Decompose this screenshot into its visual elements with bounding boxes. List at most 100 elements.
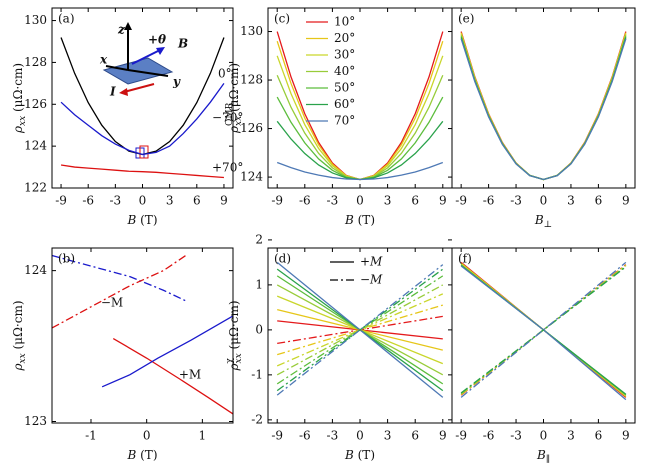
label-part: ρ bbox=[227, 363, 241, 371]
legend-label: +M bbox=[360, 255, 383, 269]
inset-label: x bbox=[99, 53, 108, 67]
data-line bbox=[51, 254, 186, 302]
data-line bbox=[276, 55, 444, 181]
x-tick-label: 6 bbox=[595, 429, 603, 443]
y-tick-label: 126 bbox=[240, 121, 263, 135]
y-tick-label: 124 bbox=[240, 170, 263, 184]
axes-frame bbox=[267, 7, 453, 189]
x-axis bbox=[105, 65, 129, 71]
x-tick-label: 6 bbox=[411, 429, 419, 443]
axis-label: ρxx (μΩ·cm) bbox=[11, 63, 28, 134]
x-tick-label: -6 bbox=[483, 194, 495, 208]
label-part: B bbox=[126, 448, 136, 462]
legend-label: 70° bbox=[334, 114, 355, 128]
axis-label: B∥ bbox=[536, 448, 550, 465]
x-tick-label: -3 bbox=[327, 194, 339, 208]
b-arrow bbox=[131, 49, 161, 65]
y-tick-label: -2 bbox=[251, 412, 263, 426]
y-axis bbox=[127, 69, 169, 77]
x-tick-label: 1 bbox=[199, 429, 207, 443]
x-tick-label: -1 bbox=[85, 429, 97, 443]
x-tick-label: -3 bbox=[109, 194, 121, 208]
label-part: ρ bbox=[11, 126, 25, 134]
axes-frame bbox=[451, 247, 636, 424]
legend-label: 40° bbox=[334, 64, 355, 78]
data-line bbox=[276, 31, 444, 181]
legend-label: 20° bbox=[334, 31, 355, 45]
x-tick-label: 0 bbox=[143, 429, 151, 443]
label-part: xx bbox=[18, 353, 28, 363]
data-line bbox=[276, 293, 444, 367]
x-tick-label: 6 bbox=[411, 194, 419, 208]
label-part: xx bbox=[234, 353, 244, 363]
y-tick-label: -1 bbox=[251, 367, 263, 381]
axis-label: B (T) bbox=[126, 448, 157, 462]
label-part: xx bbox=[234, 116, 244, 126]
panel-label: (c) bbox=[274, 12, 290, 26]
x-tick-label: 3 bbox=[567, 429, 575, 443]
x-tick-label: 0 bbox=[139, 194, 147, 208]
y-tick-label: 123 bbox=[24, 414, 47, 428]
y-tick-label: 124 bbox=[24, 139, 47, 153]
data-line bbox=[60, 164, 224, 179]
x-tick-label: 0 bbox=[356, 429, 364, 443]
legend-label: −M bbox=[360, 273, 383, 287]
annotation: 0° bbox=[218, 67, 232, 81]
label-part: B bbox=[126, 213, 136, 227]
label-part: ρ bbox=[227, 126, 241, 134]
axes-frame bbox=[51, 7, 234, 189]
panel-label: (d) bbox=[274, 252, 291, 266]
label-part: B bbox=[344, 448, 354, 462]
inset-label: +θ bbox=[148, 33, 166, 47]
label-part: (μΩ·cm) bbox=[11, 63, 25, 116]
x-tick-label: -6 bbox=[82, 194, 94, 208]
data-line bbox=[60, 82, 225, 156]
x-tick-label: -9 bbox=[55, 194, 67, 208]
axes-frame bbox=[51, 247, 234, 424]
y-tick-label: 126 bbox=[24, 97, 47, 111]
label-part: ⊥ bbox=[544, 220, 552, 230]
annotation: −M bbox=[101, 296, 123, 310]
axis-label: ρχxx (μΩ·cm) bbox=[225, 300, 244, 371]
data-line bbox=[60, 37, 225, 156]
data-line bbox=[276, 161, 444, 181]
data-line bbox=[460, 266, 627, 394]
x-tick-label: 9 bbox=[439, 429, 447, 443]
data-line bbox=[112, 337, 234, 415]
axes-frame bbox=[451, 7, 636, 189]
x-tick-label: 0 bbox=[540, 194, 548, 208]
label-part: (μΩ·cm) bbox=[11, 300, 25, 353]
x-tick-label: 3 bbox=[166, 194, 174, 208]
x-tick-label: -3 bbox=[510, 194, 522, 208]
label-part: ρ bbox=[11, 363, 25, 371]
label-part: (T) bbox=[136, 448, 157, 462]
x-tick-label: -9 bbox=[455, 194, 467, 208]
data-line bbox=[460, 261, 627, 398]
label-part: OMR bbox=[225, 102, 235, 126]
panel-label: (f) bbox=[458, 252, 472, 266]
x-tick-label: -9 bbox=[271, 429, 283, 443]
data-line bbox=[51, 255, 187, 329]
axis-label: ρOMRxx (μΩ·cm) bbox=[225, 63, 244, 134]
x-tick-label: 3 bbox=[567, 194, 575, 208]
data-line bbox=[276, 41, 444, 181]
inset-label: I bbox=[109, 85, 116, 99]
x-tick-label: 6 bbox=[595, 194, 603, 208]
label-part: χ bbox=[225, 357, 235, 363]
y-tick-label: 2 bbox=[255, 232, 263, 246]
y-tick-label: 128 bbox=[24, 55, 47, 69]
x-tick-label: -9 bbox=[271, 194, 283, 208]
x-tick-label: 0 bbox=[540, 429, 548, 443]
data-line bbox=[276, 74, 444, 181]
data-line bbox=[101, 315, 234, 388]
axis-label: B⊥ bbox=[534, 213, 552, 230]
y-tick-label: 130 bbox=[240, 24, 263, 38]
label-part: (μΩ·cm) bbox=[227, 300, 241, 353]
x-tick-label: 9 bbox=[220, 194, 228, 208]
current-arrow bbox=[123, 83, 155, 93]
y-tick-label: 1 bbox=[255, 277, 263, 291]
label-part: (μΩ·cm) bbox=[227, 63, 241, 116]
label-part: B bbox=[344, 213, 354, 227]
inset-diagram bbox=[102, 22, 174, 159]
